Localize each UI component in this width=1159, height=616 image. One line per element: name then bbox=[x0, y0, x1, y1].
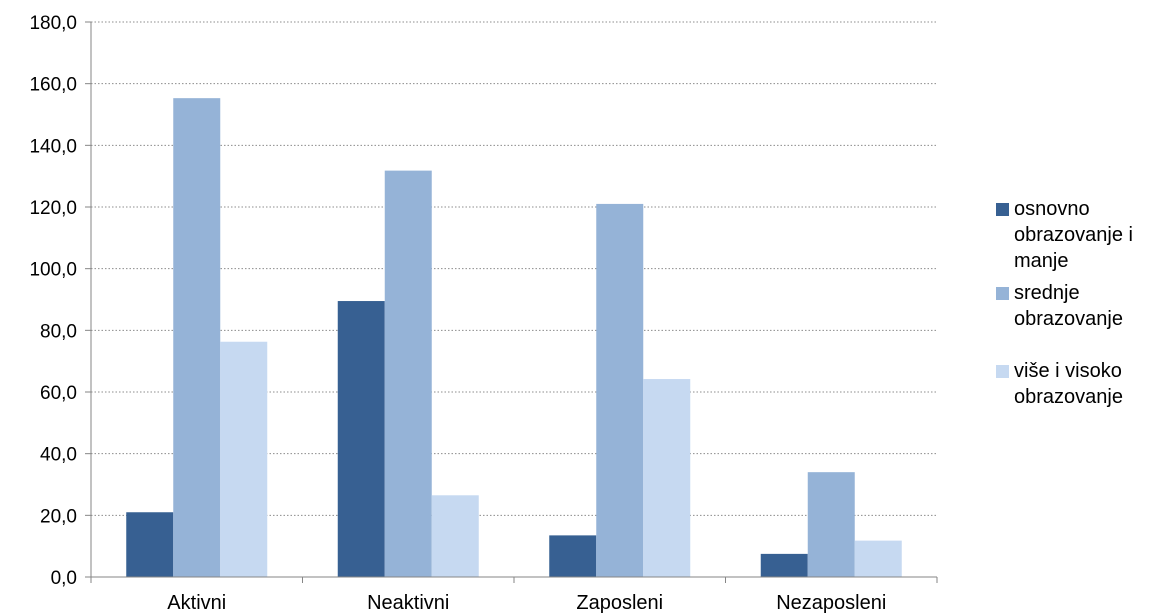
bar bbox=[173, 98, 221, 578]
bar bbox=[596, 203, 644, 577]
y-tick-label: 140,0 bbox=[29, 136, 77, 157]
bar bbox=[760, 553, 808, 577]
y-tick-label: 160,0 bbox=[29, 75, 77, 96]
x-tick-label: Nezaposleni bbox=[776, 592, 886, 614]
bar bbox=[384, 170, 432, 577]
axes bbox=[85, 21, 938, 583]
y-tick-label: 100,0 bbox=[29, 260, 77, 281]
y-tick-label: 120,0 bbox=[29, 198, 77, 219]
bar bbox=[431, 495, 479, 577]
x-tick-label: Aktivni bbox=[167, 592, 226, 614]
legend-swatch bbox=[996, 203, 1009, 216]
bar bbox=[337, 301, 385, 577]
bar bbox=[126, 512, 174, 577]
legend: osnovno obrazovanje i manje srednje obra… bbox=[996, 196, 1156, 410]
legend-item-osnovno: osnovno obrazovanje i manje bbox=[996, 196, 1156, 274]
y-tick-label: 60,0 bbox=[40, 383, 77, 404]
legend-label: više i visoko obrazovanje bbox=[1014, 360, 1123, 408]
legend-item-vise-visoko: više i visoko obrazovanje bbox=[996, 358, 1156, 410]
y-tick-labels: 0,0 20,0 40,0 60,0 80,0 100,0 120,0 140,0 160,0 1… bbox=[29, 13, 77, 589]
legend-label: srednje obrazovanje bbox=[1014, 282, 1123, 330]
y-tick-label: 40,0 bbox=[40, 445, 77, 466]
y-tick-label: 80,0 bbox=[40, 321, 77, 342]
x-tick-labels: Aktivni Neaktivni Zaposleni Nezaposleni bbox=[167, 592, 886, 614]
y-tick-label: 180,0 bbox=[29, 13, 77, 34]
legend-swatch bbox=[996, 287, 1009, 300]
bar bbox=[549, 535, 597, 577]
y-tick-label: 20,0 bbox=[40, 506, 77, 527]
bar bbox=[220, 341, 268, 577]
bars bbox=[126, 98, 902, 578]
x-tick-label: Zaposleni bbox=[576, 592, 663, 614]
y-tick-label: 0,0 bbox=[51, 568, 77, 589]
legend-item-srednje: srednje obrazovanje bbox=[996, 280, 1156, 332]
bar bbox=[807, 472, 855, 577]
bar bbox=[643, 379, 691, 577]
x-tick-label: Neaktivni bbox=[367, 592, 449, 614]
legend-swatch bbox=[996, 365, 1009, 378]
legend-label: osnovno obrazovanje i manje bbox=[1014, 198, 1133, 272]
bar bbox=[854, 540, 902, 577]
